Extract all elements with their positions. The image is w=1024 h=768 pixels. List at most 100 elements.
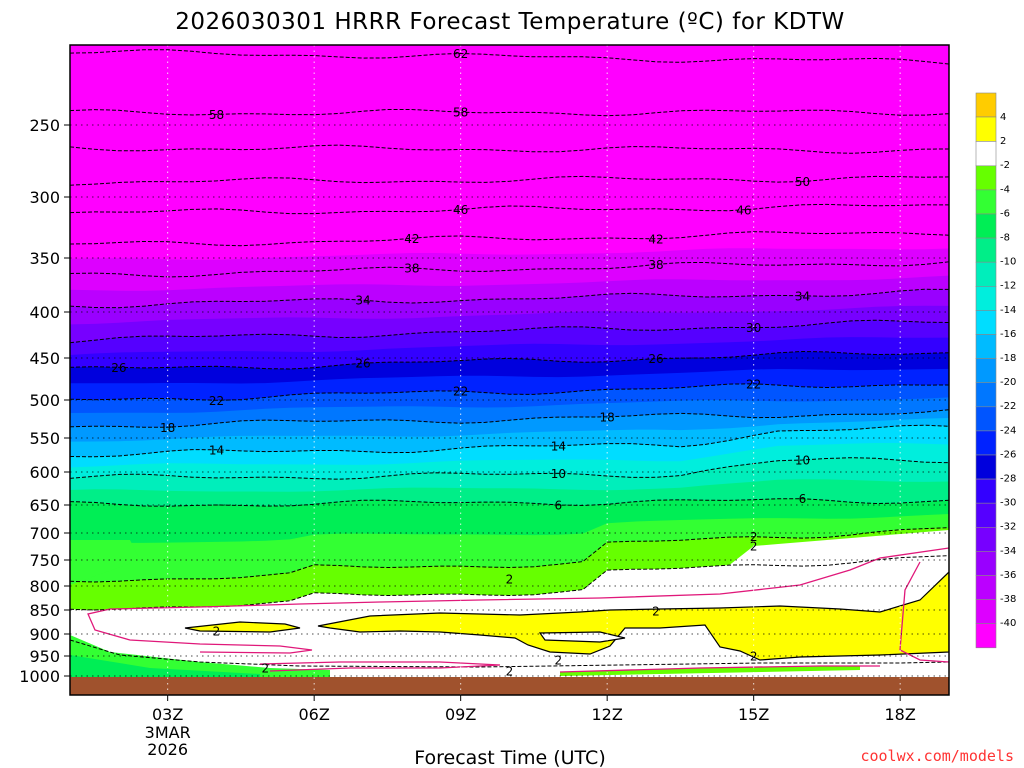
isotherm-38 (70, 261, 949, 278)
zero-contour-lower (559, 665, 880, 673)
plot-frame (69, 44, 950, 696)
isotherm-14 (70, 424, 949, 458)
y-tick-label: 250 (29, 116, 60, 135)
isotherm-18 (70, 409, 949, 428)
colorbar-legend: 4 2 -2 -4 -6 -8 -10 -12 -14 -16 -18 -20 -22 -24 -26 -28… (975, 92, 1016, 649)
isotherm-label: 58 (453, 106, 468, 120)
pressure-axis: 250 300 350 400 450 500 550 600 650 700 750 800 850 9… (19, 116, 70, 686)
isotherm-label: 2 (262, 662, 270, 676)
isotherm-label: 2 (555, 654, 563, 668)
colorbar-label: -10 (1000, 257, 1016, 268)
colorbar-swatch (975, 382, 997, 408)
y-tick-label: 750 (29, 551, 60, 570)
colorbar-swatch (975, 141, 997, 167)
x-axis-title: Forecast Time (UTC) (414, 747, 605, 768)
isotherm-label: 42 (404, 232, 419, 246)
chart-title: 2026030301 HRRR Forecast Temperature (ºC… (175, 9, 845, 35)
isotherm-label: 6 (555, 498, 563, 512)
isotherm-42 (70, 231, 949, 247)
colorbar-swatch (975, 575, 997, 600)
y-tick-label: 950 (29, 647, 60, 666)
isotherm-50 (70, 175, 949, 186)
band-near-freezing (70, 530, 949, 695)
colorbar-label: -24 (1000, 425, 1016, 436)
colorbar-swatch (975, 310, 997, 335)
isotherm-label: 2 (750, 650, 758, 664)
isotherm-6 (70, 498, 949, 507)
x-tick-label: 09Z (445, 705, 476, 724)
isotherm-label: 26 (355, 357, 370, 371)
colorbar-swatch (975, 334, 997, 359)
isotherm-surface (70, 639, 949, 668)
y-tick-label: 850 (29, 601, 60, 620)
colorbar-swatch (975, 237, 997, 263)
x-tick-label: 06Z (299, 705, 330, 724)
y-tick-label: 400 (29, 303, 60, 322)
colorbar-label: 2 (1000, 136, 1006, 147)
isotherm-label: 26 (111, 361, 126, 375)
colorbar-swatch (975, 165, 997, 191)
isotherm-label: 38 (404, 261, 419, 275)
y-tick-label: 550 (29, 429, 60, 448)
isotherm-label: 10 (551, 467, 566, 481)
colorbar-swatch (975, 406, 997, 432)
isotherm-label: 46 (453, 203, 468, 217)
isotherm-label: 6 (799, 492, 807, 506)
colorbar-swatch (975, 551, 997, 576)
isotherm-label: 34 (355, 294, 370, 308)
colorbar-label: -40 (1000, 618, 1016, 629)
colorbar-swatch (975, 526, 997, 552)
x-tick-date-day: 3MAR (145, 723, 191, 742)
colorbar-swatch (975, 358, 997, 384)
colorbar-swatch (975, 430, 997, 456)
zero-contour-upper (87, 547, 949, 654)
colorbar-swatch (975, 213, 997, 239)
isotherm-label: 2 (213, 625, 221, 639)
isotherm-54 (70, 144, 949, 154)
y-tick-label: 800 (29, 577, 60, 596)
isotherm-label: 2 (652, 605, 660, 619)
isotherm-label: 2 (750, 540, 758, 554)
colorbar-label: -32 (1000, 522, 1016, 533)
colorbar-label: -4 (1000, 184, 1010, 195)
colorbar-label: -18 (1000, 353, 1016, 364)
isotherm-label: 18 (600, 410, 615, 424)
colorbar-label: -34 (1000, 546, 1016, 557)
isotherm-22 (70, 383, 949, 401)
x-tick-label: 03Z (152, 705, 183, 724)
surface-strip (560, 666, 860, 676)
grid (70, 45, 949, 695)
colorbar-swatch (975, 599, 997, 624)
y-tick-label: 1000 (19, 667, 60, 686)
colorbar-label: -28 (1000, 474, 1016, 485)
warm-zone-1 (184, 621, 301, 633)
y-tick-label: 500 (29, 391, 60, 410)
isotherm-label: 10 (795, 453, 810, 467)
y-tick-label: 300 (29, 188, 60, 207)
isotherm-label: 14 (209, 443, 224, 457)
isotherm-label: 14 (551, 439, 566, 453)
colorbar-label: -6 (1000, 208, 1010, 219)
colorbar-swatch (975, 116, 997, 142)
isotherm-label: 38 (648, 258, 663, 272)
isotherm-2 (70, 527, 949, 583)
colorbar-label: -12 (1000, 281, 1016, 292)
ground-below-surface (70, 677, 949, 695)
isotherm-label: 42 (648, 232, 663, 246)
credit-link[interactable]: coolwx.com/models (860, 747, 1014, 765)
isotherm-label: 58 (209, 108, 224, 122)
colorbar-label: -20 (1000, 377, 1016, 388)
colorbar-label: 4 (1000, 112, 1006, 123)
colorbar-label: -2 (1000, 160, 1010, 171)
x-tick-date-year: 2026 (147, 740, 188, 759)
colorbar-label: -30 (1000, 498, 1016, 509)
zero-degree-contour (87, 547, 949, 673)
colorbar-swatch (975, 454, 997, 480)
isotherm-30 (70, 319, 949, 344)
isotherm-34 (70, 288, 949, 309)
isotherm-label: 22 (746, 377, 761, 391)
colorbar-swatch (975, 502, 997, 528)
